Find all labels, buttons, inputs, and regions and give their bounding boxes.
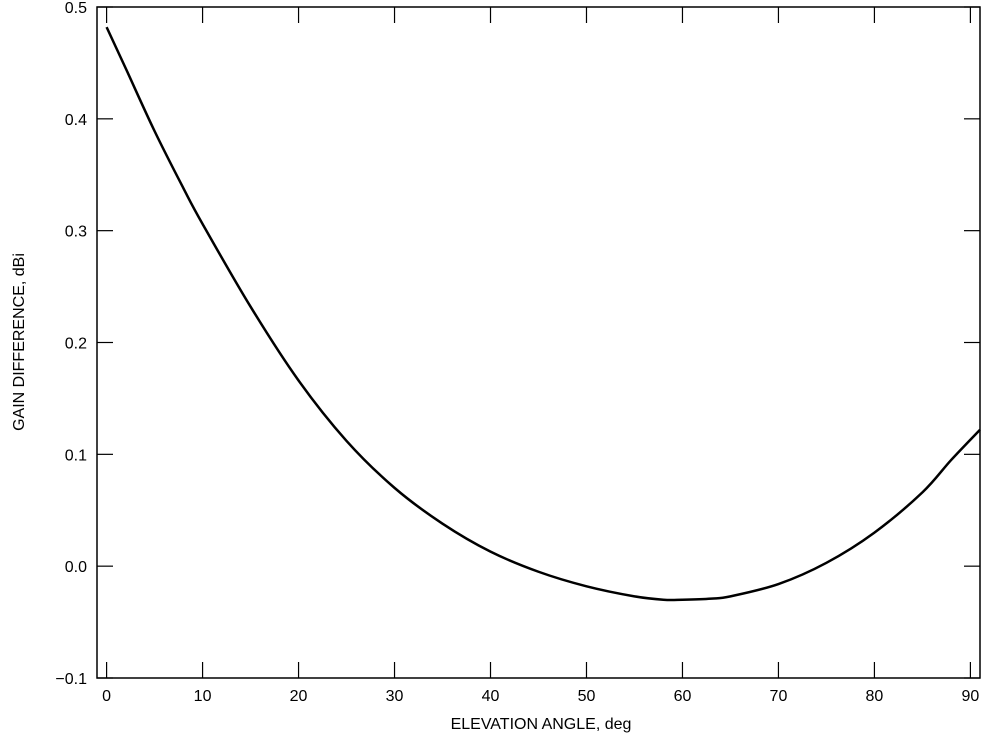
y-tick-label: 0.0 — [65, 559, 87, 576]
x-tick-label: 20 — [290, 688, 308, 705]
x-tick-label: 40 — [482, 688, 500, 705]
y-axis-label: GAIN DIFFERENCE, dBi — [11, 253, 28, 431]
y-tick-label: 0.4 — [65, 112, 87, 129]
y-tick-label: 0.3 — [65, 224, 87, 241]
y-tick-label: 0.2 — [65, 336, 87, 353]
x-tick-label: 90 — [962, 688, 980, 705]
x-tick-label: 0 — [102, 688, 111, 705]
series — [105, 26, 981, 602]
x-tick-label: 10 — [194, 688, 212, 705]
plot-frame — [96, 6, 981, 679]
x-tick-label: 60 — [674, 688, 692, 705]
x-tick-label: 30 — [386, 688, 404, 705]
axes — [96, 6, 981, 679]
x-tick-label: 80 — [866, 688, 884, 705]
y-tick-label: 0.1 — [65, 447, 87, 464]
x-tick-label: 50 — [578, 688, 596, 705]
gain-difference-line — [105, 26, 981, 602]
x-tick-label: 70 — [770, 688, 788, 705]
x-axis-label: ELEVATION ANGLE, deg — [451, 716, 632, 733]
y-tick-label: 0.5 — [65, 0, 87, 17]
y-tick-label: −0.1 — [55, 671, 87, 688]
ticks: 0 10 20 30 40 50 60 70 80 90 −0.1 0.0 0.1 0.2 0.3 0.4 0.… — [55, 0, 980, 705]
